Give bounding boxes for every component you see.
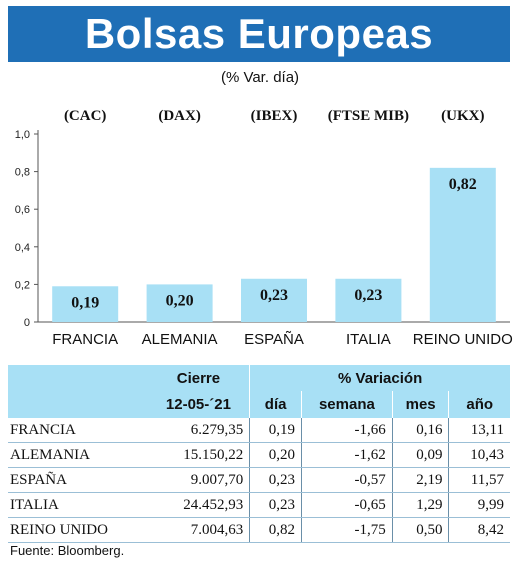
x-category-label: FRANCIA — [52, 331, 118, 348]
table-row: ITALIA 24.452,93 0,23 -0,65 1,29 9,99 — [8, 493, 510, 518]
row-country: FRANCIA — [8, 418, 148, 443]
source-note: Fuente: Bloomberg. — [10, 543, 124, 558]
row-mes: 0,16 — [392, 418, 449, 443]
row-ano: 8,42 — [449, 518, 510, 543]
x-category-label: ESPAÑA — [244, 331, 304, 348]
row-country: REINO UNIDO — [8, 518, 148, 543]
index-label: (DAX) — [158, 108, 201, 124]
row-mes: 0,09 — [392, 443, 449, 468]
row-dia: 0,23 — [250, 468, 302, 493]
table-row: ESPAÑA 9.007,70 0,23 -0,57 2,19 11,57 — [8, 468, 510, 493]
col-dia: día — [250, 391, 302, 418]
table-corner-2 — [8, 391, 148, 418]
bar-value-label: 0,19 — [71, 294, 99, 311]
x-category-label: REINO UNIDO — [413, 331, 513, 348]
row-dia: 0,20 — [250, 443, 302, 468]
row-semana: -1,66 — [302, 418, 393, 443]
table-row: REINO UNIDO 7.004,63 0,82 -1,75 0,50 8,4… — [8, 518, 510, 543]
page-title: Bolsas Europeas — [85, 10, 433, 57]
row-cierre: 15.150,22 — [148, 443, 250, 468]
row-semana: -1,75 — [302, 518, 393, 543]
y-tick-label: 0,2 — [15, 279, 30, 291]
y-tick-label: 1,0 — [15, 129, 30, 141]
bar-value-label: 0,20 — [166, 292, 194, 309]
y-tick-label: 0 — [24, 317, 30, 329]
bar-value-label: 0,23 — [354, 287, 382, 304]
col-ano: año — [449, 391, 510, 418]
row-country: ITALIA — [8, 493, 148, 518]
bar-value-label: 0,82 — [449, 176, 477, 193]
row-dia: 0,82 — [250, 518, 302, 543]
row-mes: 2,19 — [392, 468, 449, 493]
row-cierre: 24.452,93 — [148, 493, 250, 518]
header-variacion: % Variación — [250, 365, 510, 391]
y-tick-label: 0,8 — [15, 167, 30, 179]
x-category-label: ITALIA — [346, 331, 391, 348]
row-semana: -0,65 — [302, 493, 393, 518]
row-ano: 10,43 — [449, 443, 510, 468]
row-ano: 13,11 — [449, 418, 510, 443]
index-label: (CAC) — [64, 108, 107, 124]
row-semana: -0,57 — [302, 468, 393, 493]
col-mes: mes — [392, 391, 449, 418]
bar-value-label: 0,23 — [260, 287, 288, 304]
index-label: (UKX) — [441, 108, 484, 124]
row-mes: 0,50 — [392, 518, 449, 543]
col-semana: semana — [302, 391, 393, 418]
row-ano: 11,57 — [449, 468, 510, 493]
row-country: ESPAÑA — [8, 468, 148, 493]
row-country: ALEMANIA — [8, 443, 148, 468]
table-row: FRANCIA 6.279,35 0,19 -1,66 0,16 13,11 — [8, 418, 510, 443]
x-category-label: ALEMANIA — [142, 331, 218, 348]
header-cierre: Cierre — [148, 365, 250, 391]
row-dia: 0,19 — [250, 418, 302, 443]
title-banner: Bolsas Europeas — [8, 6, 510, 62]
header-date: 12-05-´21 — [148, 391, 250, 418]
y-tick-label: 0,4 — [15, 242, 30, 254]
markets-table: Cierre % Variación 12-05-´21 día semana … — [8, 365, 510, 543]
chart-subtitle: (% Var. día) — [0, 69, 520, 86]
index-label: (FTSE MIB) — [328, 108, 409, 124]
table-row: ALEMANIA 15.150,22 0,20 -1,62 0,09 10,43 — [8, 443, 510, 468]
row-mes: 1,29 — [392, 493, 449, 518]
index-label: (IBEX) — [251, 108, 298, 124]
row-dia: 0,23 — [250, 493, 302, 518]
y-tick-label: 0,6 — [15, 204, 30, 216]
bar-chart: 0 0,2 0,4 0,6 0,8 1,0 0,19 FRANCIA (CAC) 0,20 ALEM… — [0, 95, 520, 357]
table-corner — [8, 365, 148, 391]
row-cierre: 7.004,63 — [148, 518, 250, 543]
row-semana: -1,62 — [302, 443, 393, 468]
row-cierre: 6.279,35 — [148, 418, 250, 443]
row-ano: 9,99 — [449, 493, 510, 518]
row-cierre: 9.007,70 — [148, 468, 250, 493]
